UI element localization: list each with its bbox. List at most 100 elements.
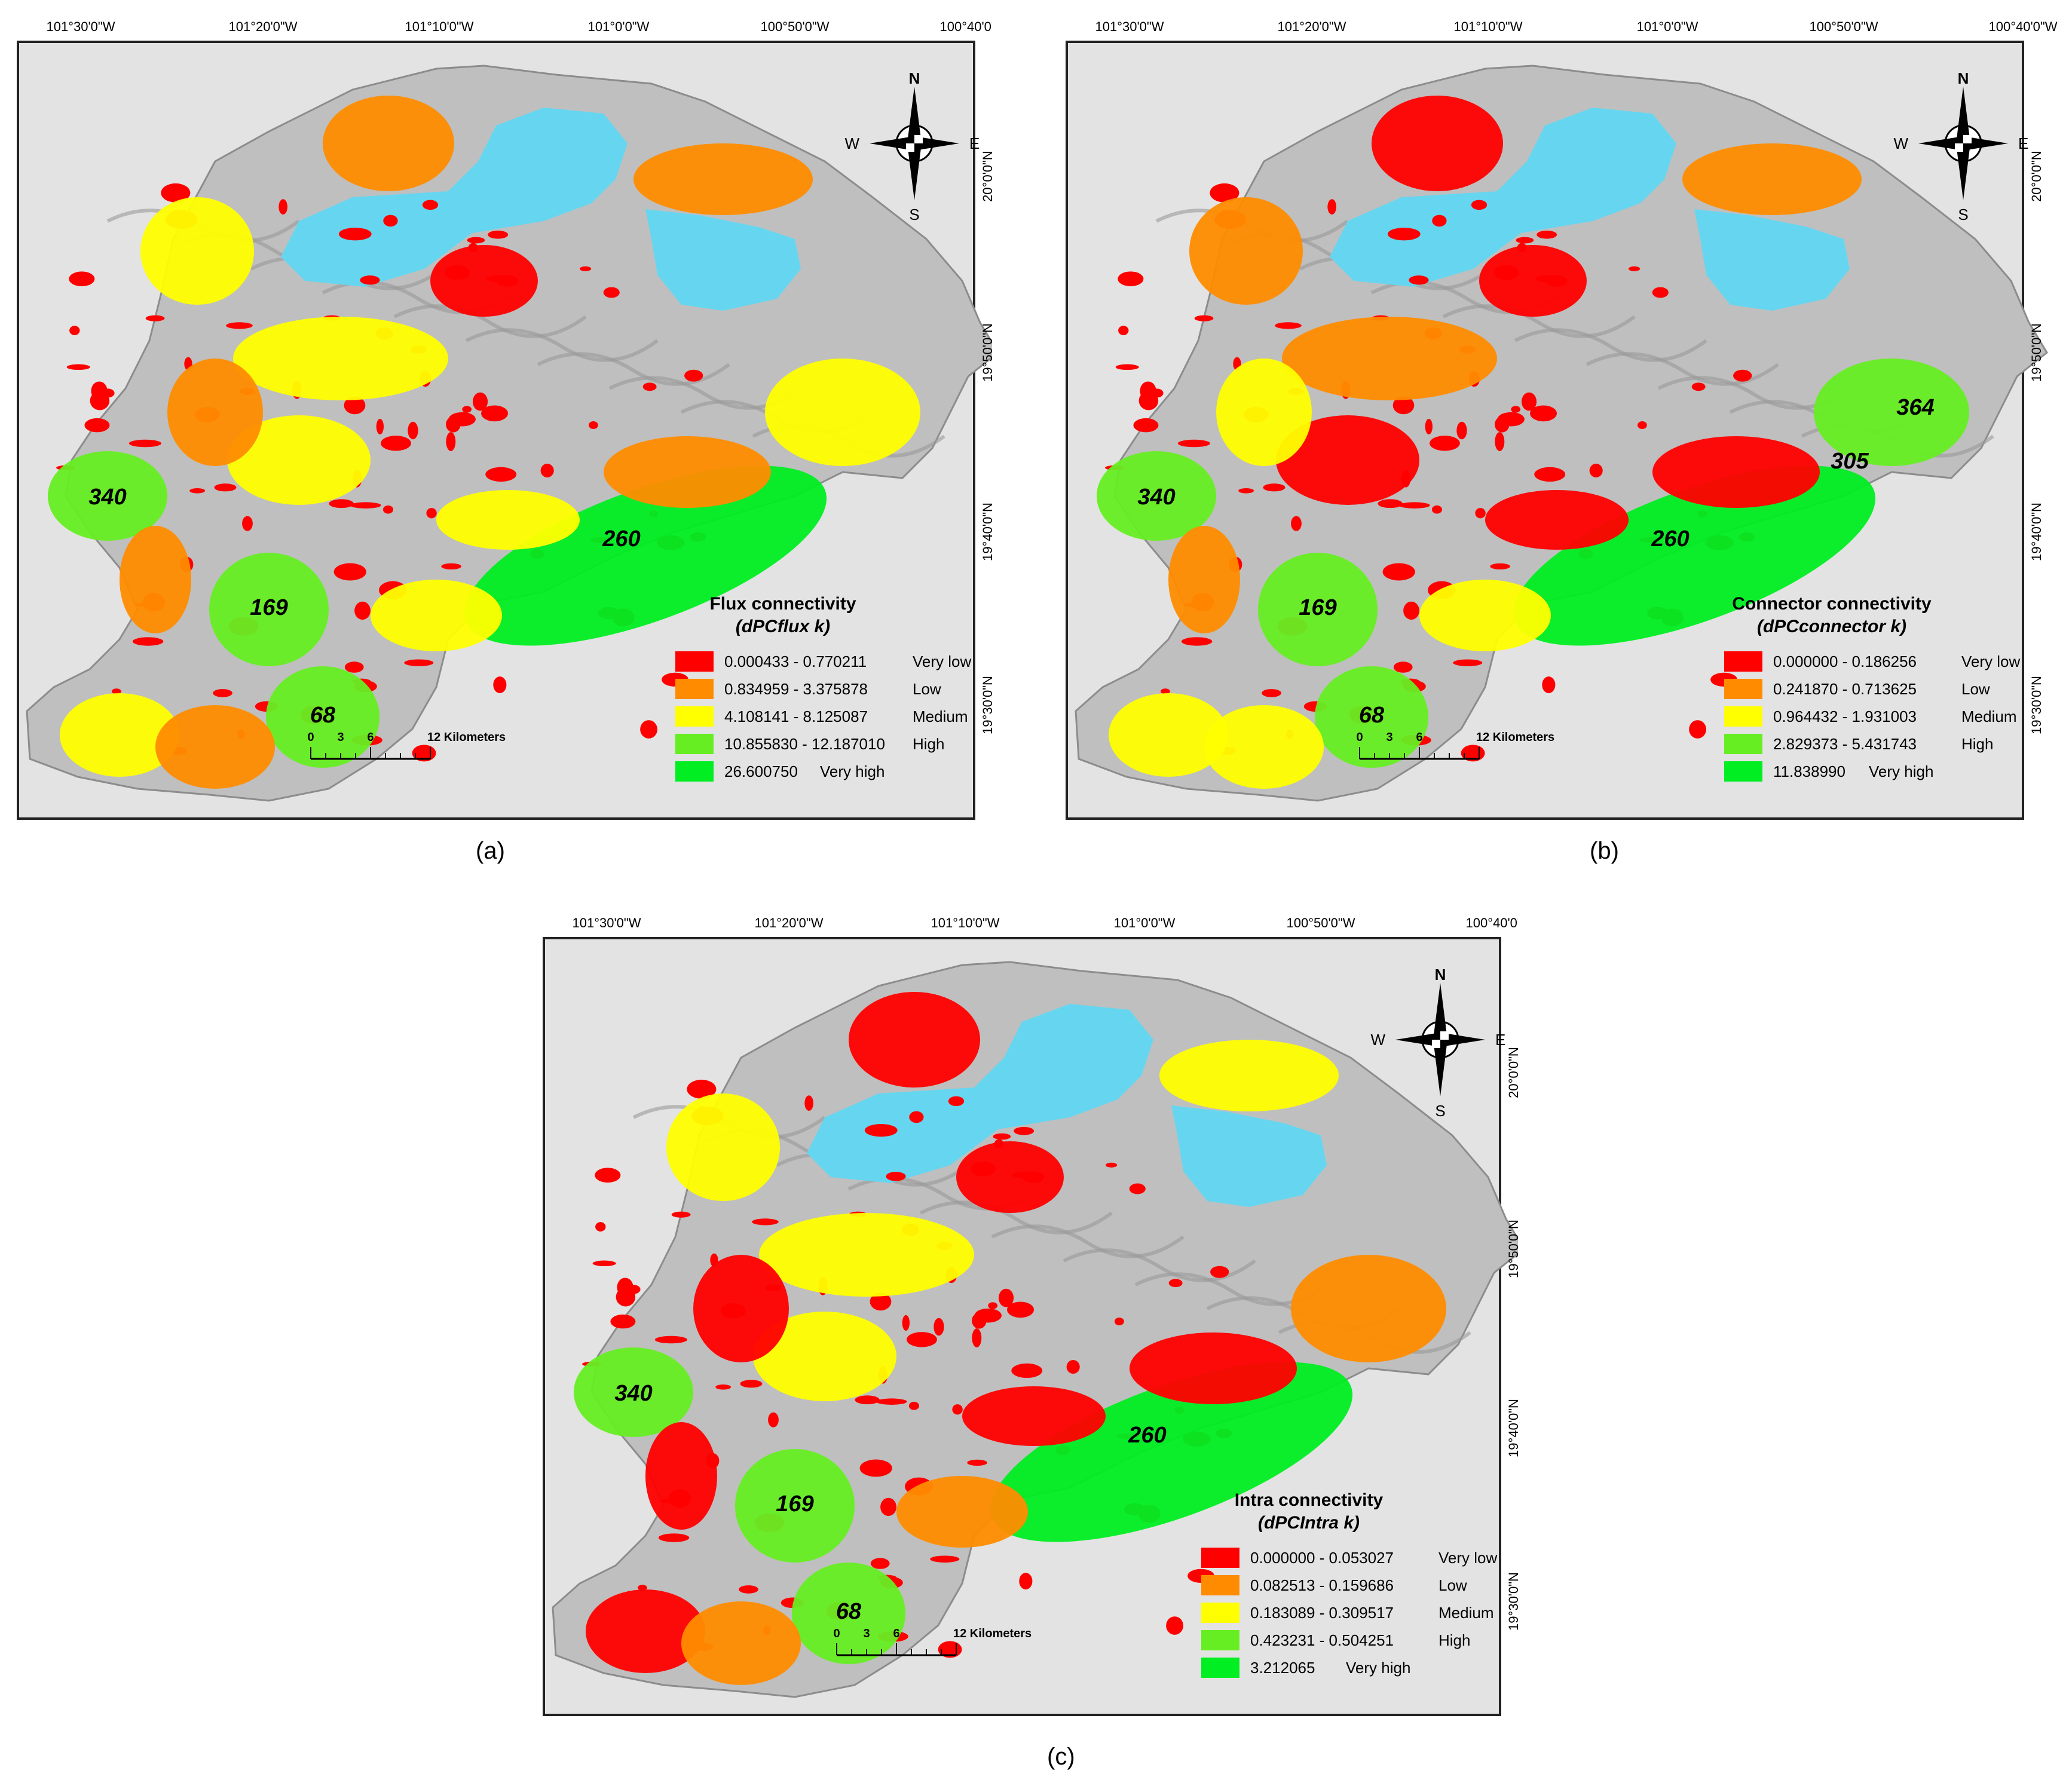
- latitude-label: 19°50'0"N: [980, 323, 992, 382]
- patch-fragment: [640, 720, 657, 739]
- compass-e-label: E: [969, 134, 980, 152]
- habitat-patch: [371, 580, 502, 651]
- patch-fragment: [654, 1335, 687, 1344]
- patch-fragment: [1263, 483, 1286, 492]
- terrain-ridge: [465, 328, 659, 362]
- patch-fragment: [1589, 463, 1603, 478]
- patch-fragment: [671, 1211, 691, 1218]
- habitat-patch: [1485, 490, 1629, 550]
- legend-range: 0.423231 - 0.504251: [1250, 1631, 1394, 1649]
- patch-fragment: [1168, 1279, 1183, 1288]
- longitude-label: 101°0'0"W: [1637, 19, 1698, 34]
- patch-fragment: [540, 463, 554, 478]
- habitat-patch: [765, 359, 920, 466]
- lake-east: [1694, 209, 1850, 311]
- map-panel-c: 340 169 68 260 N S E W Intra connectivity (dPCInt…: [526, 896, 1518, 1721]
- legend-class: Very low: [1438, 1549, 1497, 1567]
- legend-swatch: [1201, 1658, 1239, 1678]
- patch-fragment: [972, 1328, 982, 1347]
- patch-fragment: [595, 1168, 621, 1183]
- scale-tick-6: 6: [1416, 731, 1422, 744]
- patch-fragment: [344, 396, 366, 415]
- habitat-patch: [1109, 693, 1228, 777]
- compass-quadrant: [1432, 1040, 1440, 1048]
- legend-swatch: [1201, 1630, 1239, 1650]
- patch-fragment: [1181, 637, 1213, 646]
- habitat-patch: [604, 436, 771, 508]
- patch-fragment: [930, 1555, 960, 1563]
- patch-fragment: [902, 1315, 910, 1331]
- longitude-label: 101°30'0"W: [1095, 19, 1164, 34]
- patch-label-340: 340: [88, 485, 126, 510]
- legend: Intra connectivity (dPCIntra k) 0.000000 -…: [1201, 1490, 1497, 1678]
- patch-fragment: [1014, 1126, 1034, 1135]
- patch-fragment: [1291, 516, 1302, 531]
- patch-fragment: [1516, 237, 1534, 244]
- patch-fragment: [1530, 405, 1557, 422]
- habitat-patch: [1479, 245, 1587, 317]
- latitude-label: 20°0'0"N: [2029, 151, 2044, 202]
- compass-s-label: S: [1958, 206, 1968, 223]
- habitat-patch: [759, 1213, 974, 1297]
- habitat-patch: [693, 1255, 789, 1362]
- scale-tick-6: 6: [893, 1627, 899, 1640]
- legend-swatch: [1201, 1603, 1239, 1623]
- compass-n-label: N: [909, 69, 920, 87]
- scale-bar: 0 3 6 12 Kilometers: [307, 731, 506, 760]
- scale-tick-3: 3: [1386, 731, 1392, 744]
- habitat-patch: [1282, 317, 1497, 400]
- patch-fragment: [1118, 271, 1144, 287]
- legend-swatch: [675, 651, 714, 672]
- habitat-patch: [990, 1362, 1353, 1542]
- patch-fragment: [1105, 1162, 1118, 1168]
- habitat-patch: [1204, 705, 1324, 789]
- patch-fragment: [870, 1558, 890, 1569]
- patch-fragment: [1115, 364, 1139, 370]
- scale-tick-0: 0: [307, 731, 314, 744]
- patch-fragment: [864, 1124, 898, 1137]
- habitat-patch: [792, 1563, 905, 1664]
- patch-fragment: [952, 1404, 963, 1415]
- legend-title: Intra connectivity: [1235, 1490, 1384, 1510]
- patch-fragment: [493, 676, 507, 694]
- patch-fragment: [1275, 322, 1302, 329]
- patch-fragment: [467, 237, 485, 244]
- habitat-patch: [1168, 526, 1240, 633]
- patch-label-364: 364: [1896, 395, 1934, 420]
- patch-fragment: [1689, 720, 1706, 739]
- lake-patzcuaro-west: [281, 108, 628, 287]
- patch-fragment: [1327, 199, 1336, 215]
- scale-label: 12 Kilometers: [427, 731, 506, 744]
- longitude-label: 100°50'0"W: [761, 19, 830, 34]
- compass-quadrant: [1955, 143, 1963, 152]
- patch-fragment: [1521, 392, 1537, 411]
- legend-swatch: [675, 706, 714, 727]
- legend-class: Low: [1961, 680, 1990, 698]
- patch-label-68: 68: [310, 703, 336, 728]
- patch-fragment: [687, 1079, 717, 1099]
- patch-fragment: [1007, 1301, 1034, 1318]
- legend-range: 0.964432 - 1.931003: [1773, 707, 1917, 725]
- patch-fragment: [360, 275, 380, 285]
- patch-label-260: 260: [602, 526, 640, 552]
- scale-label: 12 Kilometers: [1476, 731, 1554, 744]
- compass-quadrant: [906, 143, 914, 152]
- longitude-label: 101°20'0"W: [755, 915, 824, 930]
- patch-fragment: [1210, 183, 1239, 203]
- scale-tick-0: 0: [833, 1627, 840, 1640]
- habitat-patch: [753, 1312, 896, 1401]
- map-svg-c: 340 169 68 260 N S E W Intra connectivity (dPCInt…: [543, 915, 1518, 1716]
- legend-range: 0.000433 - 0.770211: [724, 653, 867, 670]
- map-frame-group: 340 169 68 260 305 364 N S E W Connector connectiv…: [1066, 41, 2048, 820]
- patch-fragment: [69, 326, 80, 335]
- compass-e-label: E: [2018, 134, 2028, 152]
- habitat-patch: [1189, 197, 1303, 305]
- patch-fragment: [145, 315, 165, 321]
- terrain-ridge: [393, 304, 587, 338]
- patch-label-169: 169: [776, 1491, 813, 1517]
- habitat-patch: [1130, 1332, 1297, 1404]
- patch-fragment: [422, 200, 439, 210]
- patch-fragment: [998, 1288, 1014, 1307]
- patch-fragment: [214, 483, 237, 492]
- habitat-patch: [666, 1093, 780, 1201]
